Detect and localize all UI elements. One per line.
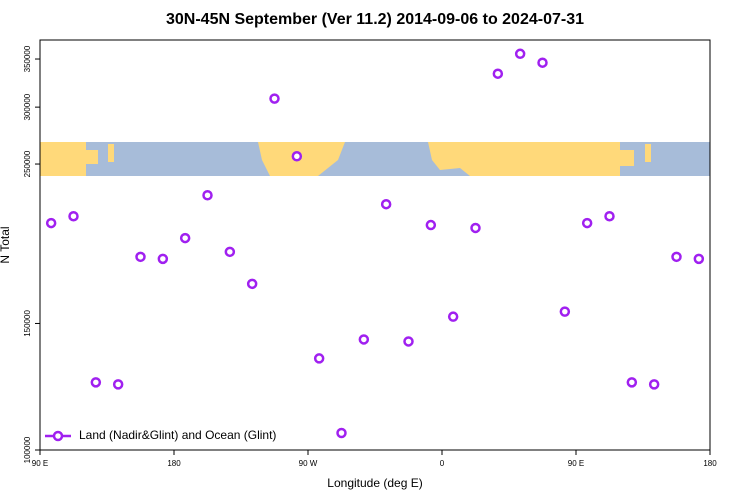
- data-point: [514, 48, 526, 60]
- y-tick-label: 150000: [23, 310, 32, 337]
- data-point: [224, 246, 236, 258]
- data-point: [537, 57, 548, 68]
- data-point: [693, 253, 705, 265]
- x-tick-label: 180: [703, 459, 717, 468]
- y-tick-label: 300000: [23, 93, 32, 120]
- x-axis-label: Longitude (deg E): [327, 476, 422, 490]
- data-point: [135, 251, 146, 263]
- y-tick-label: 100000: [23, 436, 32, 463]
- chart-title: 30N-45N September (Ver 11.2) 2014-09-06 …: [166, 11, 584, 28]
- plot-frame: [39, 39, 711, 451]
- data-point: [380, 198, 392, 210]
- land: [428, 142, 520, 176]
- land: [520, 142, 620, 176]
- data-point: [648, 379, 660, 390]
- land: [620, 150, 634, 166]
- data-point: [336, 427, 347, 439]
- data-point: [425, 219, 437, 231]
- legend-marker: [52, 430, 64, 442]
- data-point: [202, 190, 213, 201]
- y-axis-label: N Total: [0, 226, 12, 263]
- data-point: [68, 210, 79, 222]
- data-point: [358, 334, 370, 345]
- data-point: [403, 336, 414, 347]
- data-point: [313, 353, 325, 364]
- land: [258, 142, 345, 176]
- land: [86, 150, 98, 164]
- data-point: [671, 251, 682, 263]
- data-point: [45, 217, 57, 229]
- x-tick-label: 180: [167, 459, 181, 468]
- data-point: [179, 232, 191, 244]
- data-point: [291, 151, 303, 162]
- data-point: [90, 377, 102, 388]
- data-point: [112, 379, 124, 390]
- data-point: [447, 311, 459, 322]
- data-point: [581, 217, 593, 229]
- x-tick-label: 90 W: [299, 459, 318, 468]
- data-point: [470, 222, 481, 234]
- y-tick-label: 250000: [23, 150, 32, 177]
- data-point: [604, 210, 615, 222]
- land: [645, 144, 651, 162]
- legend-label: Land (Nadir&Glint) and Ocean (Glint): [79, 428, 276, 442]
- land: [40, 142, 86, 176]
- data-point: [157, 253, 169, 265]
- land: [108, 144, 114, 162]
- y-tick-label: 350000: [23, 45, 32, 72]
- x-tick-label: 90 E: [568, 459, 584, 468]
- data-point: [246, 278, 258, 290]
- x-tick-label: 0: [440, 459, 445, 468]
- data-point: [492, 68, 504, 79]
- x-tick-label: 90 E: [32, 459, 48, 468]
- data-point: [559, 306, 571, 317]
- data-point: [269, 93, 280, 104]
- map-band: [40, 142, 710, 176]
- data-point: [626, 377, 638, 388]
